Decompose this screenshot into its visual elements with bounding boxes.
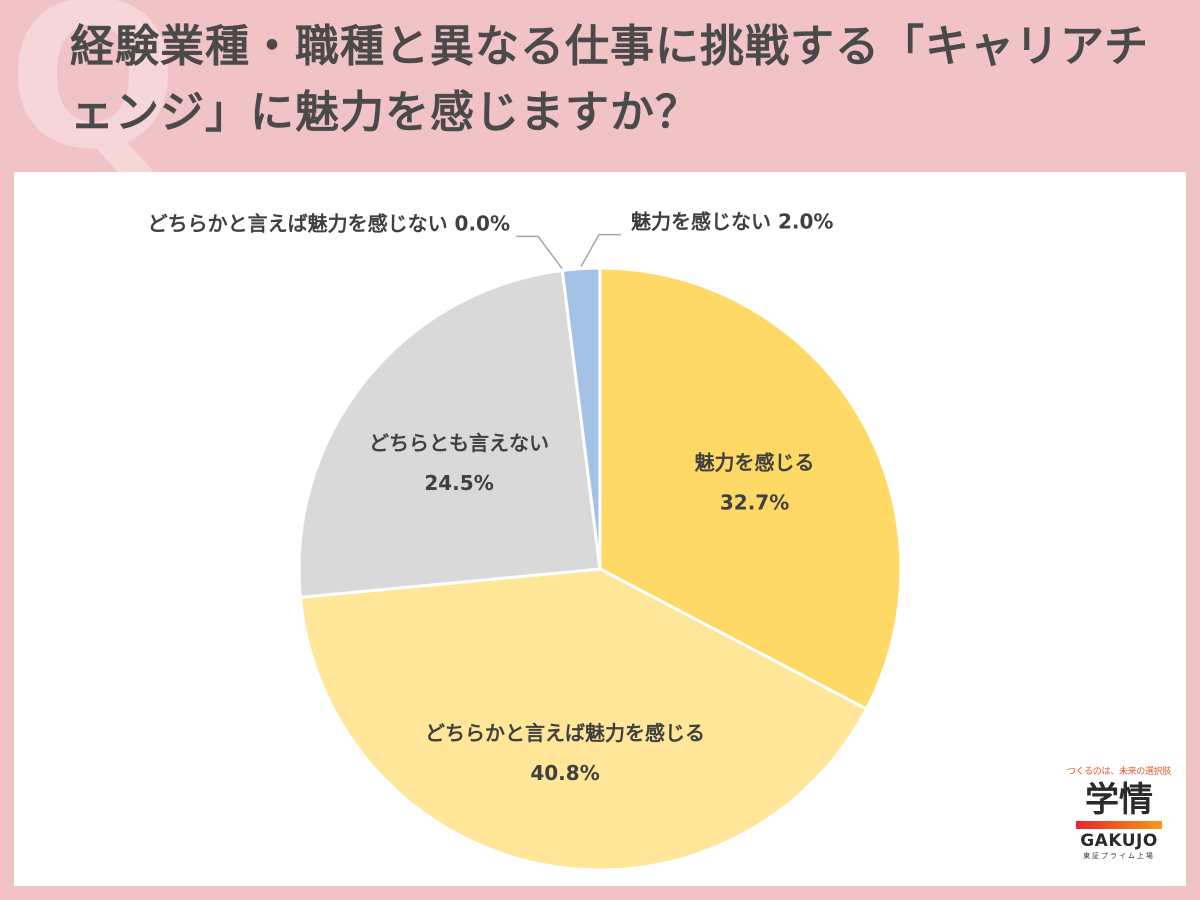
slice-label: 魅力を感じない <box>631 210 771 234</box>
logo-tagline: つくるのは、未来の選択肢 <box>1066 767 1172 777</box>
slice-value-label: 40.8% <box>530 761 599 785</box>
logo-gradient-bar <box>1076 821 1162 829</box>
leader-line <box>516 235 563 269</box>
leader-line <box>580 233 621 267</box>
pie-slice <box>297 268 602 599</box>
pie-slice <box>560 266 602 570</box>
page-title: 経験業種・職種と異なる仕事に挑戦する「キャリアチェンジ」に魅力を感じますか？ <box>70 21 1150 138</box>
slice-label: どちらかと言えば魅力を感じる <box>425 721 705 745</box>
logo-kanji: 学情 <box>1085 780 1153 820</box>
slice-outside-label: 魅力を感じない 2.0% <box>631 210 833 234</box>
logo-english: GAKUJO <box>1080 831 1158 851</box>
q-watermark: Q <box>8 0 179 194</box>
slice-label: どちらとも言えない <box>369 431 549 455</box>
pie-chart: 魅力を感じる 32.7% どちらかと言えば魅力を感じる 40.8% どちらとも言えない 2… <box>148 210 903 872</box>
pie-slice <box>298 567 869 872</box>
slice-label: どちらかと言えば魅力を感じない <box>148 211 448 235</box>
slice-label: 魅力を感じる <box>695 451 815 475</box>
gakujo-logo: つくるのは、未来の選択肢 学情 GAKUJO 東証プライム上場 <box>1058 764 1180 876</box>
slice-outside-label: どちらかと言えば魅力を感じない 0.0% <box>148 211 510 235</box>
pie-slice <box>598 266 903 712</box>
slice-value-label: 0.0% <box>455 211 510 235</box>
slice-value-label: 24.5% <box>424 471 493 495</box>
slice-value-label: 32.7% <box>720 491 789 515</box>
logo-subtitle: 東証プライム上場 <box>1083 852 1155 860</box>
slice-value-label: 2.0% <box>778 210 833 234</box>
